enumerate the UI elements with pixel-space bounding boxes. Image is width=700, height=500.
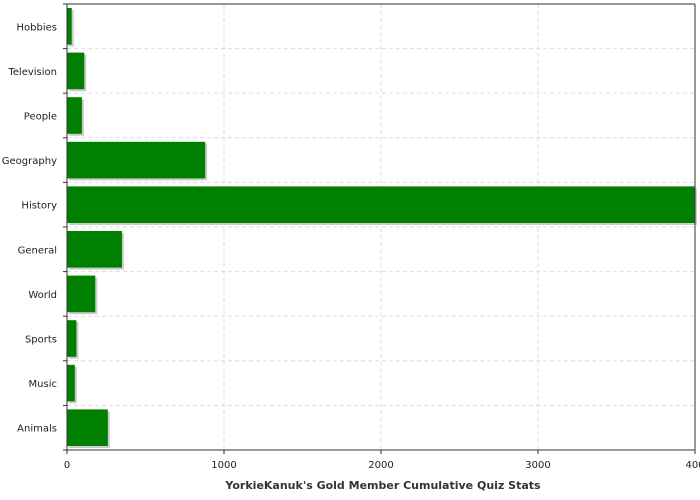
- bars: [67, 8, 697, 448]
- y-tick-label: Sports: [25, 335, 57, 346]
- bar-hobbies: [67, 8, 72, 45]
- x-tick-label: 3000: [525, 460, 550, 471]
- bar-geography: [67, 141, 206, 179]
- bar-history: [67, 186, 695, 223]
- x-tick-label: 1000: [211, 460, 236, 471]
- y-tick-label: History: [21, 201, 57, 212]
- y-tick-label: World: [28, 290, 57, 301]
- y-tick-label: People: [24, 112, 57, 123]
- x-tick-label: 400: [685, 460, 700, 471]
- x-tick-labels: 0 1000 2000 3000 400: [64, 460, 700, 471]
- y-tick-label: Hobbies: [17, 22, 57, 33]
- bar-television: [67, 52, 85, 90]
- axes: [63, 3, 696, 454]
- x-axis-title: YorkieKanuk's Gold Member Cumulative Qui…: [224, 479, 541, 492]
- y-tick-labels: Hobbies Television People Geography History G…: [2, 22, 57, 434]
- bar-sports: [67, 320, 77, 357]
- x-tick-label: 2000: [368, 460, 393, 471]
- bar-general: [67, 231, 122, 268]
- bar-world: [67, 275, 96, 313]
- bar-animals: [67, 409, 108, 446]
- y-tick-label: Geography: [2, 156, 57, 167]
- x-tick-label: 0: [64, 460, 70, 471]
- bar-people: [67, 97, 82, 134]
- y-tick-label: General: [18, 245, 57, 256]
- y-tick-label: Television: [7, 67, 57, 78]
- y-tick-label: Music: [29, 379, 57, 390]
- y-tick-label: Animals: [17, 424, 57, 435]
- grid-lines: [67, 4, 696, 450]
- bar-music: [67, 364, 75, 402]
